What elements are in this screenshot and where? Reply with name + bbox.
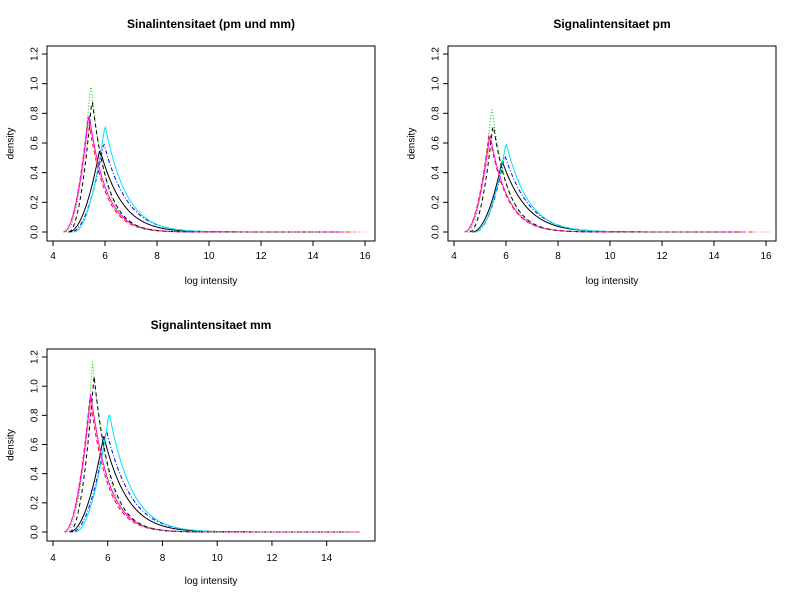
y-tick-label: 1.0 (30, 76, 41, 90)
density-curve-1 (69, 436, 349, 533)
density-curve-8 (63, 122, 368, 233)
y-tick-label: 0.4 (431, 165, 442, 179)
plot-frame (46, 45, 376, 242)
x-axis-label: log intensity (586, 276, 639, 287)
x-tick-label: 16 (760, 251, 772, 262)
density-curve-8 (464, 137, 772, 233)
x-tick-label: 10 (203, 251, 215, 262)
density-curve-5 (73, 125, 339, 233)
density-curve-3 (65, 85, 339, 233)
x-axis-label: log intensity (185, 276, 238, 287)
y-tick-label: 0.0 (30, 525, 41, 539)
x-tick-label: 10 (604, 251, 616, 262)
x-tick-label: 12 (255, 251, 267, 262)
x-tick-label: 8 (555, 251, 561, 262)
y-tick-label: 0.0 (431, 225, 442, 239)
density-curve-3 (66, 361, 349, 533)
plot-frame (447, 45, 777, 242)
chart-panel-2: Signalintensitaet pm 4 6 8 10 12 14 16 0.0 0.2 0.4… (407, 17, 777, 287)
x-tick-label: 4 (50, 553, 56, 564)
y-tick-label: 1.2 (30, 350, 41, 364)
density-curve-4 (71, 143, 339, 233)
density-curve-7 (68, 101, 339, 233)
y-axis-label: density (6, 128, 17, 160)
x-tick-label: 14 (708, 251, 720, 262)
x-tick-label: 6 (503, 251, 509, 262)
plot-frame (46, 348, 376, 542)
x-tick-label: 4 (451, 251, 457, 262)
y-tick-label: 1.2 (431, 47, 442, 61)
y-tick-label: 0.0 (30, 225, 41, 239)
density-curve-4 (474, 155, 740, 233)
y-tick-label: 1.2 (30, 47, 41, 61)
density-curve-4 (72, 429, 349, 533)
y-tick-label: 0.8 (30, 106, 41, 120)
y-tick-label: 0.8 (431, 106, 442, 120)
density-curve-5 (474, 143, 740, 233)
y-tick-label: 1.0 (431, 76, 442, 90)
x-tick-label: 6 (105, 553, 111, 564)
density-curve-2 (464, 134, 753, 233)
x-tick-label: 4 (50, 251, 56, 262)
density-curve-5 (74, 414, 349, 533)
density-curve-6 (63, 114, 345, 233)
x-tick-label: 12 (656, 251, 668, 262)
x-tick-label: 8 (160, 553, 166, 564)
x-axis-label: log intensity (185, 576, 238, 587)
y-axis-label: density (6, 429, 17, 461)
chart-title: Signalintensitaet pm (553, 17, 670, 31)
y-tick-label: 0.6 (30, 136, 41, 150)
y-tick-label: 0.2 (431, 195, 442, 209)
chart-panel-1: Sinalintensitaet (pm und mm) 4 6 8 10 12 14 16 0… (6, 17, 376, 287)
density-curve-3 (466, 108, 740, 233)
x-tick-label: 16 (359, 251, 371, 262)
density-curve-7 (69, 376, 349, 533)
density-curve-1 (472, 160, 743, 233)
y-tick-label: 0.6 (431, 136, 442, 150)
chart-title: Signalintensitaet mm (151, 318, 272, 332)
chart-panel-3: Signalintensitaet mm 4 6 8 10 12 14 0.0 0.2 0.4 0.… (6, 318, 376, 587)
x-tick-label: 14 (307, 251, 319, 262)
y-tick-label: 1.0 (30, 379, 41, 393)
y-tick-label: 0.6 (30, 437, 41, 451)
y-tick-label: 0.2 (30, 195, 41, 209)
density-curve-7 (469, 125, 740, 233)
x-tick-label: 12 (266, 553, 278, 564)
x-tick-label: 10 (212, 553, 224, 564)
x-tick-label: 8 (154, 251, 160, 262)
x-tick-label: 14 (321, 553, 333, 564)
y-tick-label: 0.4 (30, 466, 41, 480)
y-tick-label: 0.4 (30, 165, 41, 179)
x-tick-label: 6 (102, 251, 108, 262)
y-tick-label: 0.2 (30, 495, 41, 509)
y-tick-label: 0.8 (30, 408, 41, 422)
y-axis-label: density (407, 128, 418, 160)
density-curve-8 (63, 401, 363, 533)
chart-title: Sinalintensitaet (pm und mm) (127, 17, 295, 31)
density-curve-2 (63, 397, 360, 533)
